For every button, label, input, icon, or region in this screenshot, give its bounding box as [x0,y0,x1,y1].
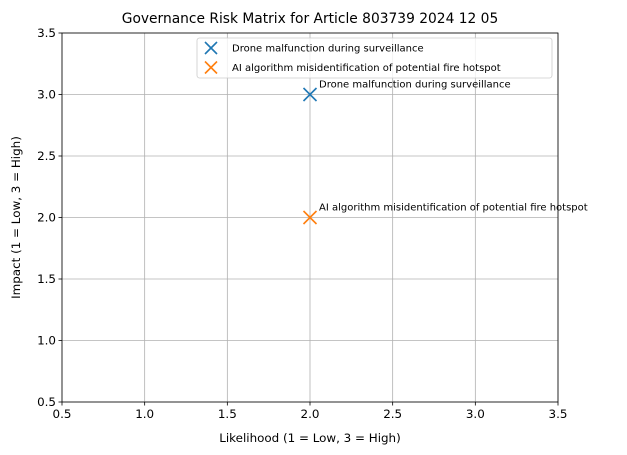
legend-label-2: AI algorithm misidentification of potent… [232,63,501,74]
y-axis-label: Impact (1 = Low, 3 = High) [9,136,23,299]
y-axis-ticks: 0.5 1.0 1.5 2.0 2.5 3.0 3.5 [37,26,62,409]
legend-box [196,37,553,79]
data-point-1 [302,87,318,102]
x-tick-label: 2.0 [301,407,320,421]
legend-label-1: Drone malfunction during surveillance [232,44,424,55]
point-annotation-1: Drone malfunction during surveillance [319,80,511,91]
x-tick-label: 0.5 [53,407,72,421]
chart-title: Governance Risk Matrix for Article 80373… [122,11,498,27]
x-tick-label: 1.0 [135,407,154,421]
y-tick-label: 2.5 [37,149,56,163]
x-tick-label: 3.0 [466,407,485,421]
point-annotation-2: AI algorithm misidentification of potent… [319,203,588,214]
legend: Drone malfunction during surveillance AI … [196,37,553,79]
data-point-2 [302,210,318,225]
y-tick-label: 1.5 [37,272,56,286]
x-axis-label: Likelihood (1 = Low, 3 = High) [219,431,400,445]
x-tick-label: 3.5 [549,407,568,421]
data-points: Drone malfunction during surveillance AI … [302,80,588,225]
y-tick-label: 3.5 [37,26,56,40]
x-axis-ticks: 0.5 1.0 1.5 2.0 2.5 3.0 3.5 [53,402,568,421]
y-tick-label: 3.0 [37,88,56,102]
legend-marker-2 [204,60,218,75]
y-tick-label: 0.5 [37,395,56,409]
legend-marker-1 [204,41,218,55]
x-tick-label: 1.5 [218,407,237,421]
y-tick-label: 1.0 [37,334,56,348]
y-tick-label: 2.0 [37,211,56,225]
x-tick-label: 2.5 [383,407,402,421]
